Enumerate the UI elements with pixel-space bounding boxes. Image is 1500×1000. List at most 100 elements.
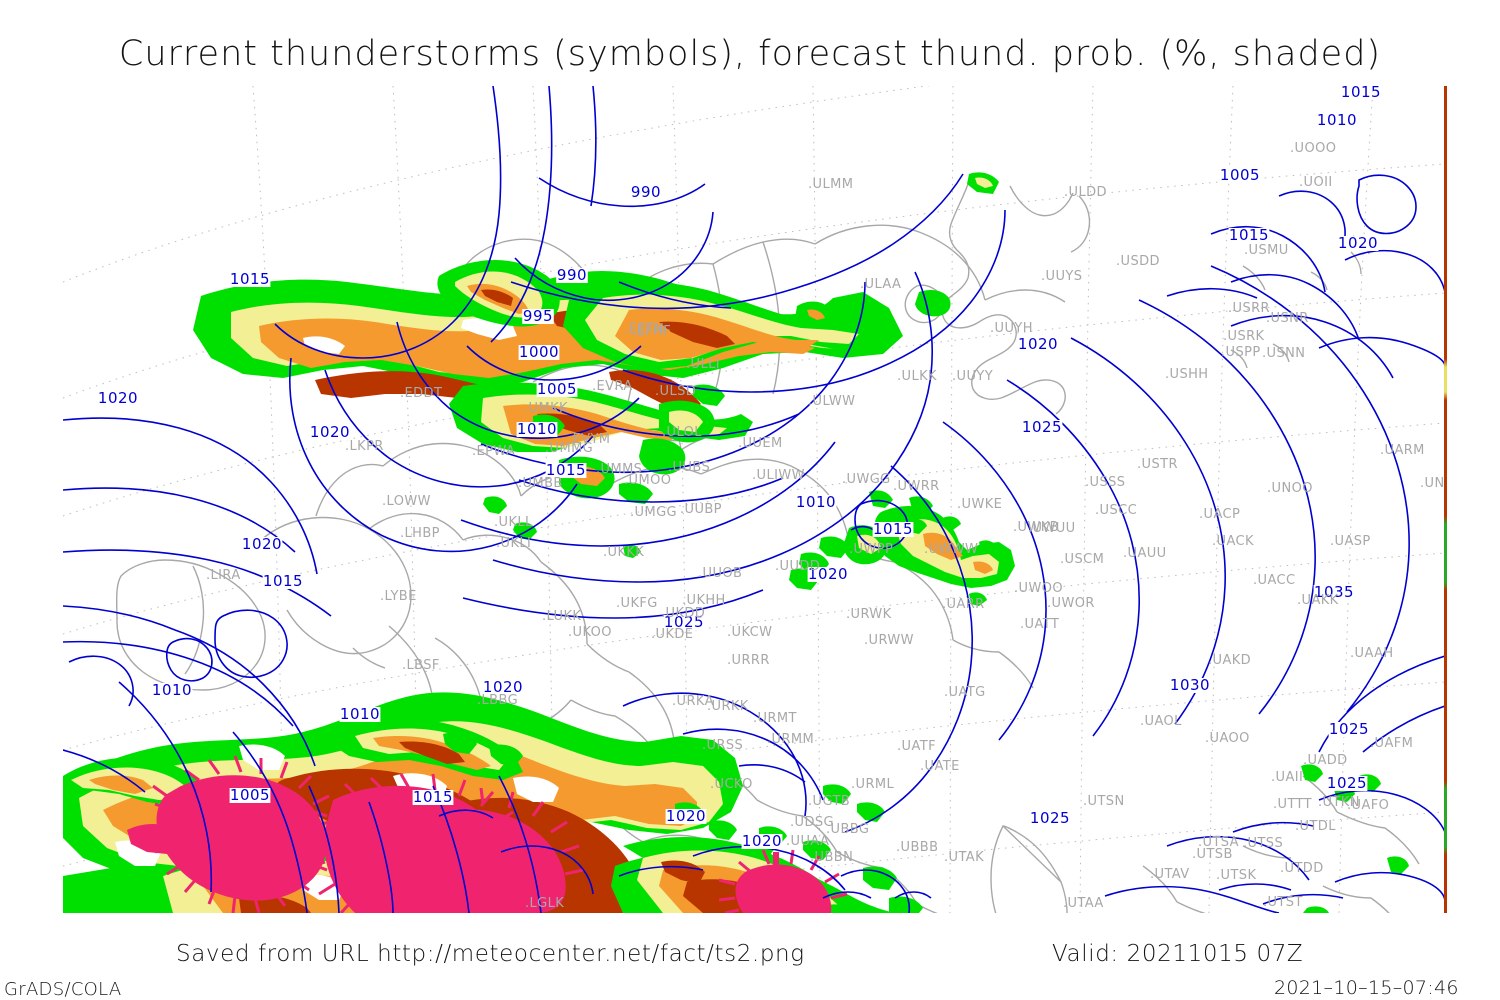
station-label: .UWPP	[849, 542, 893, 557]
isobar-label: 1020	[98, 389, 138, 407]
station-label: .UKLI	[496, 536, 531, 551]
station-label: .UMOO	[624, 473, 671, 488]
station-label: .UTSB	[1192, 847, 1233, 862]
station-label: .UAKK	[1297, 593, 1339, 608]
isobar-label-bg	[1228, 228, 1270, 243]
station-label: .UDSG	[790, 815, 834, 830]
station-label: .UBBN	[810, 850, 853, 865]
isobar-label: 1010	[796, 493, 836, 511]
isobar-label-bg	[1169, 678, 1211, 693]
shade-region-finland	[563, 172, 999, 370]
isobar-label-bg	[1340, 86, 1382, 100]
station-label: .UTDD	[1280, 861, 1324, 876]
station-label: .USRK	[1223, 329, 1265, 344]
station-label: .UUYS	[1041, 269, 1082, 284]
station-label: .ULLI	[686, 357, 720, 372]
station-label: .UATE	[920, 759, 960, 774]
station-label: .USDD	[1116, 254, 1160, 269]
station-label: .UKHH	[682, 593, 726, 608]
map-right-border	[1444, 86, 1447, 913]
station-label: .ULIWW	[752, 468, 805, 483]
station-label: .UUDD	[775, 559, 820, 574]
station-label: .UAFM	[1370, 736, 1413, 751]
station-label: .UTSK	[1216, 868, 1256, 883]
station-label: .USCC	[1095, 503, 1137, 518]
isobar-label-bg	[1316, 113, 1358, 128]
station-label: .EVYM	[568, 432, 610, 447]
station-label: .USMU	[1244, 243, 1289, 258]
isobar-label: 1015	[1229, 226, 1269, 244]
station-label: .UATG	[944, 685, 986, 700]
isobar-label-bg	[482, 680, 524, 695]
station-label: .UTDL	[1295, 819, 1336, 834]
station-label: .USNN	[1262, 346, 1305, 361]
isobar-label-bg	[1029, 811, 1071, 826]
station-label: .UWWW	[924, 542, 978, 557]
isobars	[63, 86, 1445, 913]
station-label: .UAFO	[1347, 798, 1389, 813]
station-label: .URMT	[753, 711, 797, 726]
station-label: .LKPR	[345, 439, 384, 454]
thunderstorm-symbols	[127, 755, 848, 913]
station-label: .URRR	[727, 653, 770, 668]
station-label: .UTSA	[1198, 835, 1239, 850]
isobar-label-bg	[1219, 168, 1261, 183]
station-label: .LHBP	[400, 526, 440, 541]
isobar-label: 1020	[310, 423, 350, 441]
station-label: .UBBG	[826, 822, 869, 837]
station-label: .ULKK	[897, 369, 937, 384]
isobar-label-bg	[309, 425, 351, 440]
station-label: .UTAA	[1063, 896, 1104, 911]
isobar-label: 1025	[1327, 774, 1367, 792]
station-label: .UOII	[1299, 175, 1333, 190]
isobar-label-bg	[1337, 236, 1379, 251]
isobar-label-bg	[741, 834, 783, 849]
station-label: .USSS	[1085, 475, 1125, 490]
station-label: .UTKN	[1318, 795, 1360, 810]
isobar-label: 1020	[1018, 335, 1058, 353]
station-label: .UASP	[1330, 534, 1371, 549]
station-label: .EVRA	[592, 379, 633, 394]
isobar-label: 990	[631, 183, 661, 201]
station-label: .UUEM	[738, 436, 783, 451]
station-label: .UAII	[1271, 770, 1303, 785]
station-label: .URWK	[846, 607, 892, 622]
station-label: .ULAA	[860, 277, 901, 292]
isobar-label-bg	[412, 790, 454, 805]
station-label: .UMGG	[630, 505, 677, 520]
isobar-label: 1020	[483, 678, 523, 696]
isobar-label: 1020	[742, 832, 782, 850]
station-label: .UWKB	[1013, 520, 1059, 535]
station-label: .UMBB	[518, 476, 563, 491]
shade-region-italy	[259, 719, 523, 814]
isobar-label: 1015	[263, 572, 303, 590]
isobar-label: 1005	[1220, 166, 1260, 184]
isobar-label: 1010	[340, 705, 380, 723]
isobar-label: 1020	[1338, 234, 1378, 252]
station-label: .EFHF	[632, 324, 671, 339]
station-label: .UNBB	[1420, 476, 1445, 491]
map-canvas[interactable]: 990 990 995 1000 1005 1010 1015 1015 1020 1020 102…	[63, 86, 1445, 913]
isobar-label: 1030	[1170, 676, 1210, 694]
station-label: .UTAK	[944, 850, 984, 865]
isobar-label-bg	[1021, 420, 1063, 435]
isobar-label-bg	[630, 185, 662, 200]
station-label: .ULDD	[1064, 185, 1107, 200]
weather-map-panel[interactable]: 990 990 995 1000 1005 1010 1015 1015 1020 1020 102…	[63, 86, 1445, 913]
isobar-label: 1010	[517, 420, 557, 438]
station-label: .UWOO	[1014, 581, 1063, 596]
isobar-label-bg	[151, 683, 193, 698]
station-label: .URWW	[864, 633, 914, 648]
isobar-label-bg	[807, 567, 849, 582]
station-label: .UTST	[1263, 895, 1303, 910]
station-label: .URSS	[702, 738, 743, 753]
station-label: .UWOR	[1047, 596, 1095, 611]
station-label: .URKA	[672, 694, 714, 709]
isobar-label: 990	[557, 266, 587, 284]
generation-timestamp: 2021–10–15–07:46	[1274, 977, 1459, 999]
station-label: .UMKK	[524, 401, 568, 416]
station-label: .USTR	[1137, 457, 1178, 472]
isobar-label: 1015	[546, 461, 586, 479]
isobar-label: 1005	[230, 786, 270, 804]
isobar-label-bg	[229, 272, 271, 287]
